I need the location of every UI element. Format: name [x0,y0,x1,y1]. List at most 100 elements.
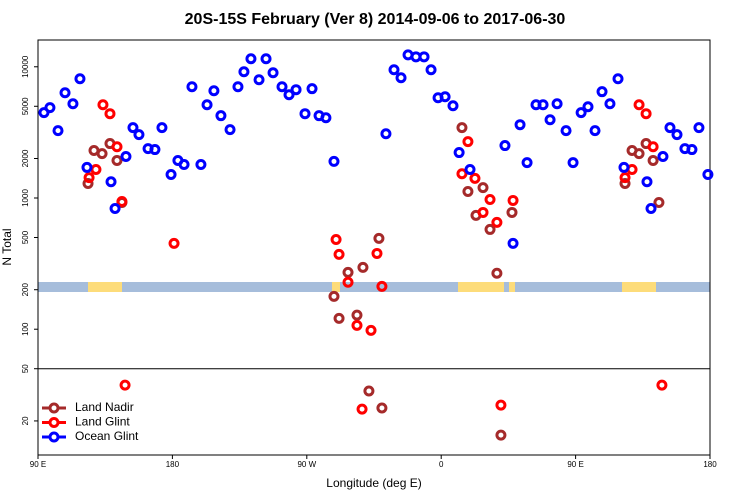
point [469,172,481,184]
point [96,148,108,160]
point [645,202,657,214]
point [596,86,608,98]
point [67,98,79,110]
point [495,429,507,441]
point [604,98,616,110]
point [514,119,526,131]
land-band [88,282,122,292]
point [83,172,95,184]
point [119,379,131,391]
point [168,237,180,249]
land-band [332,282,340,292]
point [633,99,645,111]
point [619,172,631,184]
point [647,141,659,153]
y-tick-label: 50 [21,364,30,373]
point [59,87,71,99]
point [328,290,340,302]
x-tick-label: 180 [703,460,717,469]
point [425,64,437,76]
point [456,122,468,134]
point [365,324,377,336]
land-ocean-band [38,282,710,292]
point [462,136,474,148]
point [702,169,714,181]
point [253,74,265,86]
point [657,151,669,163]
point [342,266,354,278]
point [686,144,698,156]
y-tick-label: 10000 [21,55,30,78]
point [582,101,594,113]
point [283,89,295,101]
point [215,110,227,122]
point [333,312,345,324]
ocean-band [38,282,710,292]
point [245,53,257,65]
point [371,247,383,259]
point [276,81,288,93]
point [299,108,311,120]
point [544,114,556,126]
point [306,83,318,95]
point [484,194,496,206]
point [693,122,705,134]
point [333,248,345,260]
land-band [458,282,504,292]
point [499,140,511,152]
land-band [509,282,515,292]
x-axis-label: Longitude (deg E) [326,476,421,490]
point [208,85,220,97]
point [491,267,503,279]
y-axis-label: N Total [0,228,14,265]
point [120,151,132,163]
point [116,196,128,208]
point [507,237,519,249]
point [351,319,363,331]
point [224,124,236,136]
point [74,73,86,85]
chart-title: 20S-15S February (Ver 8) 2014-09-06 to 2… [185,11,566,28]
point [357,261,369,273]
point [82,177,94,189]
point [165,169,177,181]
point [477,206,489,218]
point [149,144,161,156]
point [328,155,340,167]
point [664,122,676,134]
x-tick-label: 90 E [30,460,46,469]
point [453,147,465,159]
legend-marker [48,402,60,414]
legend-label: Land Glint [75,415,130,429]
point [537,99,549,111]
point [612,73,624,85]
point [232,81,244,93]
point [439,91,451,103]
y-tick-label: 100 [21,322,30,336]
point [267,67,279,79]
point [133,129,145,141]
plot-frame [37,39,711,456]
point [376,402,388,414]
point [260,53,272,65]
point [640,108,652,120]
point [495,399,507,411]
point [186,81,198,93]
point [653,197,665,209]
point [109,202,121,214]
point [238,66,250,78]
point [477,182,489,194]
point [619,177,631,189]
legend-marker [48,431,60,443]
point [156,122,168,134]
point [330,233,342,245]
point [376,280,388,292]
point [111,155,123,167]
point [641,176,653,188]
point [656,379,668,391]
series [83,99,668,415]
point [507,194,519,206]
point [560,125,572,137]
point [52,125,64,137]
point [506,206,518,218]
